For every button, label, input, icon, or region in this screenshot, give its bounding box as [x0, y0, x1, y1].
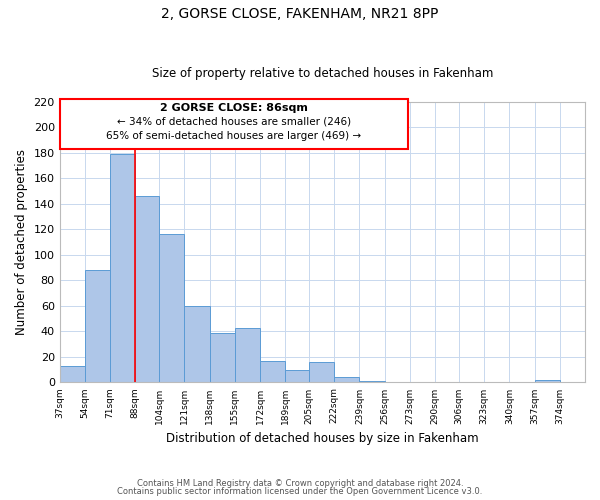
Text: ← 34% of detached houses are smaller (246): ← 34% of detached houses are smaller (24…: [117, 117, 351, 127]
Bar: [260, 360, 285, 382]
Bar: [309, 362, 334, 382]
Bar: [159, 234, 184, 382]
Text: Contains HM Land Registry data © Crown copyright and database right 2024.: Contains HM Land Registry data © Crown c…: [137, 478, 463, 488]
Bar: [359, 381, 385, 382]
FancyBboxPatch shape: [59, 99, 409, 148]
Bar: [85, 270, 110, 382]
Bar: [235, 328, 260, 382]
Bar: [535, 380, 560, 382]
Bar: [59, 366, 85, 382]
Bar: [184, 306, 209, 382]
Title: Size of property relative to detached houses in Fakenham: Size of property relative to detached ho…: [152, 66, 493, 80]
Text: 2, GORSE CLOSE, FAKENHAM, NR21 8PP: 2, GORSE CLOSE, FAKENHAM, NR21 8PP: [161, 8, 439, 22]
Bar: [285, 370, 309, 382]
Y-axis label: Number of detached properties: Number of detached properties: [15, 149, 28, 335]
Bar: [334, 378, 359, 382]
Bar: [110, 154, 136, 382]
Text: 65% of semi-detached houses are larger (469) →: 65% of semi-detached houses are larger (…: [106, 131, 362, 141]
Text: Contains public sector information licensed under the Open Government Licence v3: Contains public sector information licen…: [118, 487, 482, 496]
Text: 2 GORSE CLOSE: 86sqm: 2 GORSE CLOSE: 86sqm: [160, 103, 308, 113]
Bar: [209, 332, 235, 382]
X-axis label: Distribution of detached houses by size in Fakenham: Distribution of detached houses by size …: [166, 432, 479, 445]
Bar: [136, 196, 159, 382]
